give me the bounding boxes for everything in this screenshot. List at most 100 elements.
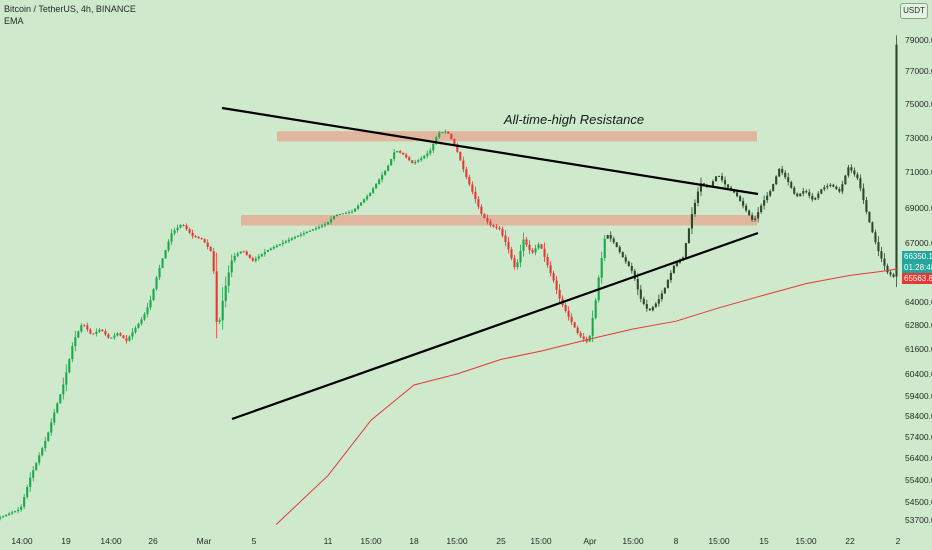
candle-body [65,372,68,385]
candle-body [329,219,333,223]
candle-body [859,178,862,189]
candle-body [699,183,703,192]
candle-body [302,233,305,235]
candle-body [221,300,224,321]
trendline-ascending-support[interactable] [231,231,759,421]
candle-body [408,157,411,161]
candle-body [784,172,787,178]
price-tick: 69000.00 [905,203,932,213]
candle-body [393,152,396,159]
candle-body [95,331,98,334]
candle-body [711,181,715,187]
candle-body [119,333,122,336]
candle-body [841,184,844,192]
candle-body [387,165,390,171]
candle-body [230,260,233,273]
price-label-countdown [902,262,932,273]
candle-body [293,236,296,239]
candle-body [200,238,203,240]
candle-body [690,214,694,229]
time-tick: 14:00 [11,536,33,546]
trendline-descending-resistance[interactable] [221,106,759,196]
candle-body [197,237,200,239]
candle-body [868,211,871,223]
candle-body [441,132,444,134]
currency-badge[interactable]: USDT [900,3,928,19]
candle-body [399,151,402,153]
candle-body [832,184,835,187]
candle-body [624,257,627,262]
candle-body [826,186,829,188]
candle-body [654,303,657,307]
time-tick: Mar [197,536,212,546]
price-tick: 71000.00 [905,167,932,177]
candle-body [323,224,327,226]
candle-body [696,191,700,203]
candle-body [790,181,793,188]
indicator-label[interactable]: EMA [4,16,24,26]
candle-body [239,251,242,254]
candle-body [257,256,260,259]
candle-body [549,265,552,274]
candle-body [59,394,62,404]
candle-body [56,403,59,413]
candle-body [236,253,239,256]
candle-body [501,228,504,236]
candle-body [375,183,378,189]
candle-body [453,139,456,145]
candle-body [290,238,293,240]
candle-body [176,227,179,231]
price-label-last-text: 66350.12 [904,252,932,261]
candle-body [402,152,405,155]
candle-body [492,225,495,227]
candle-body [164,250,167,259]
candle-body [41,448,44,456]
time-tick: 15:00 [446,536,468,546]
candle-body [50,422,53,433]
candle-body [137,323,140,328]
candle-body [856,174,859,179]
candle-body [760,205,763,213]
candle-body [62,384,65,395]
candle-body [203,239,206,243]
candle-body [516,262,519,268]
price-label-last [902,251,932,262]
candle-body [702,183,706,186]
candle-body [552,273,555,281]
candle-body [669,272,672,281]
candle-body [684,243,687,258]
candle-body [618,247,621,253]
candle-body [212,251,215,272]
candle-body [53,412,56,423]
candle-body [612,238,615,243]
candle-body [47,432,50,441]
candle-body [98,329,101,332]
price-tick: 56400.00 [905,453,932,463]
candle-body [38,455,41,463]
candle-body [188,229,191,233]
candle-body [260,254,263,257]
candle-body [140,319,143,324]
candle-body [775,176,778,185]
time-tick: 15 [759,536,769,546]
candle-body [477,199,480,207]
candle-body [850,167,853,171]
candle-body [104,331,107,335]
candle-body [844,175,847,185]
candle-body [341,213,345,215]
candle-body [633,270,636,279]
candle-body [507,242,510,250]
candle-body [29,477,32,488]
candle-body [883,258,886,266]
candle-body [372,188,375,193]
candle-body [639,289,642,299]
candle-body [763,200,766,206]
candle-body [465,169,468,178]
candle-body [314,228,318,230]
candle-body [360,202,363,206]
candle-body [113,335,116,338]
candle-body [498,227,501,229]
candle-body [191,232,194,237]
candle-body [32,470,35,478]
